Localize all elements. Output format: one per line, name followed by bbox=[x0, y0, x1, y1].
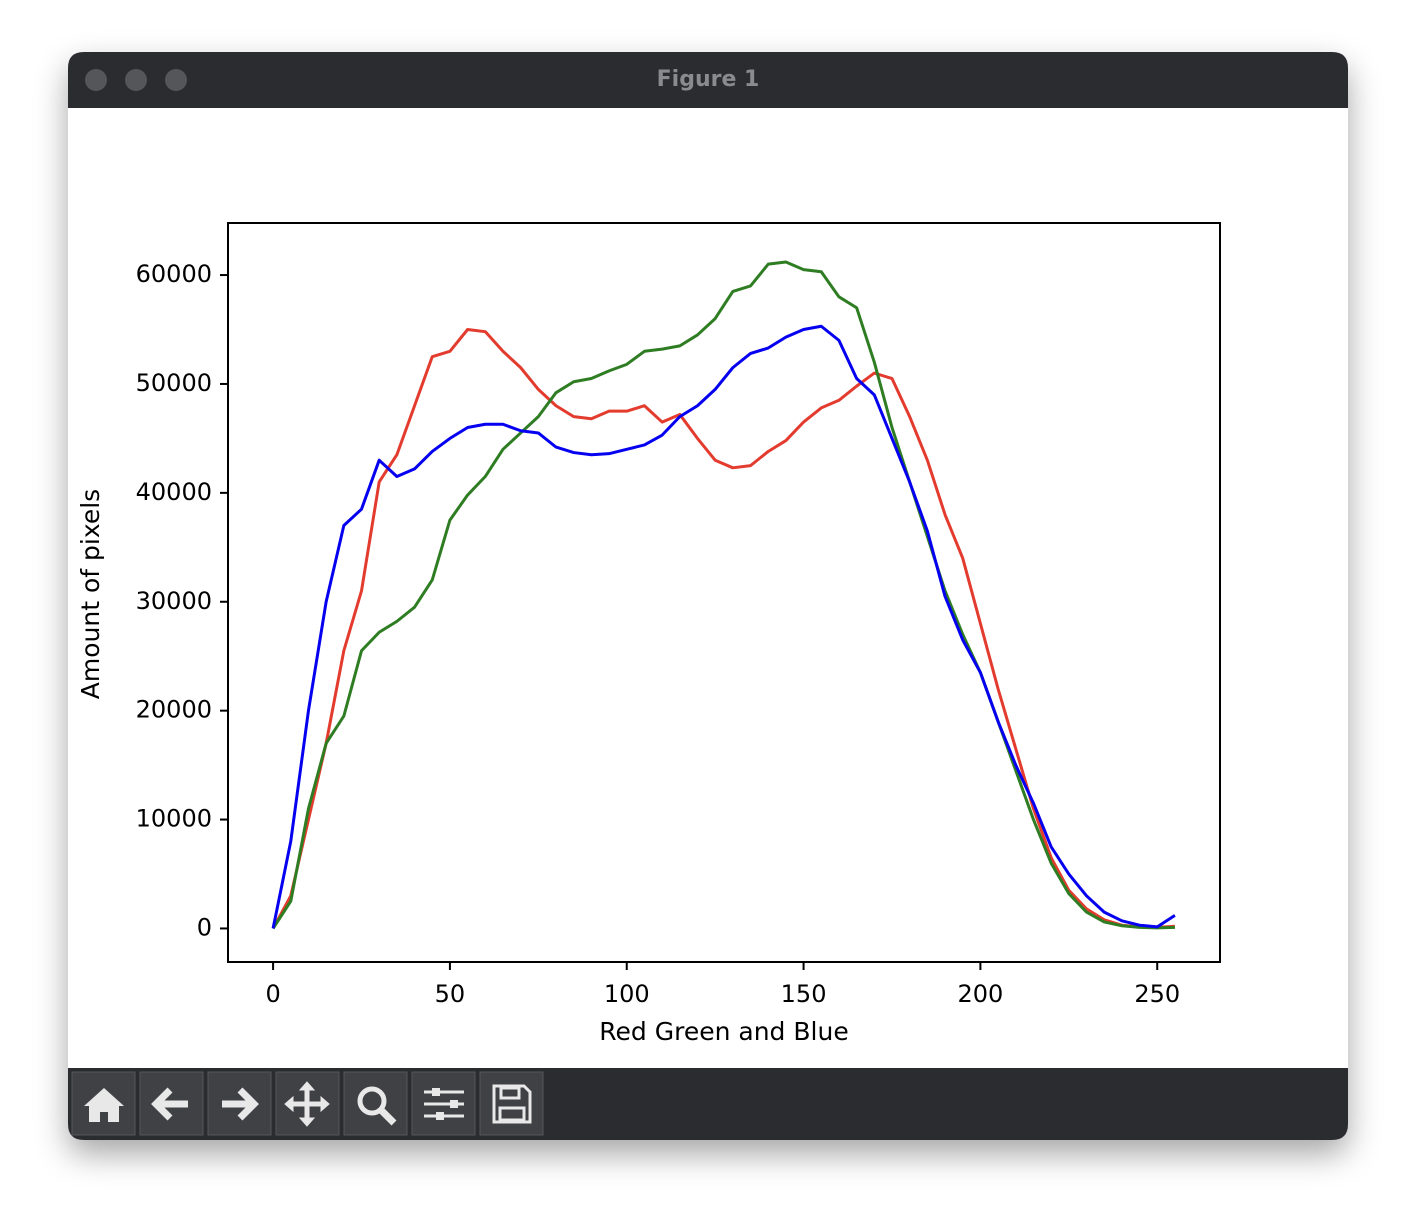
x-tick-label: 150 bbox=[781, 980, 827, 1008]
y-tick-label: 20000 bbox=[136, 696, 212, 724]
y-tick-label: 10000 bbox=[136, 805, 212, 833]
series-line bbox=[271, 328, 1176, 930]
series-line bbox=[271, 324, 1176, 929]
y-axis-label: Amount of pixels bbox=[76, 489, 105, 699]
minimize-button[interactable] bbox=[125, 69, 147, 91]
x-tick-label: 200 bbox=[957, 980, 1003, 1008]
y-tick-label: 40000 bbox=[136, 478, 212, 506]
y-tick-label: 0 bbox=[197, 913, 212, 941]
close-button[interactable] bbox=[85, 69, 107, 91]
x-tick-label: 0 bbox=[265, 980, 280, 1008]
y-tick-label: 50000 bbox=[136, 369, 212, 397]
title-bar bbox=[68, 52, 1348, 108]
x-tick-label: 50 bbox=[435, 980, 466, 1008]
zoom-button[interactable] bbox=[165, 69, 187, 91]
x-tick-label: 250 bbox=[1134, 980, 1180, 1008]
x-axis-label: Red Green and Blue bbox=[599, 1017, 848, 1046]
series-line bbox=[271, 260, 1175, 930]
window-title: Figure 1 bbox=[657, 67, 760, 92]
axes-frame bbox=[227, 222, 1221, 963]
configure-button[interactable] bbox=[411, 1071, 476, 1136]
toolbar-icons bbox=[84, 1081, 532, 1127]
window bbox=[68, 52, 1348, 1140]
save-button[interactable] bbox=[479, 1071, 544, 1136]
x-tick-label: 100 bbox=[604, 980, 650, 1008]
y-tick-label: 30000 bbox=[136, 587, 212, 615]
y-tick-label: 60000 bbox=[136, 260, 212, 288]
zoom-tool-button[interactable] bbox=[343, 1071, 408, 1136]
